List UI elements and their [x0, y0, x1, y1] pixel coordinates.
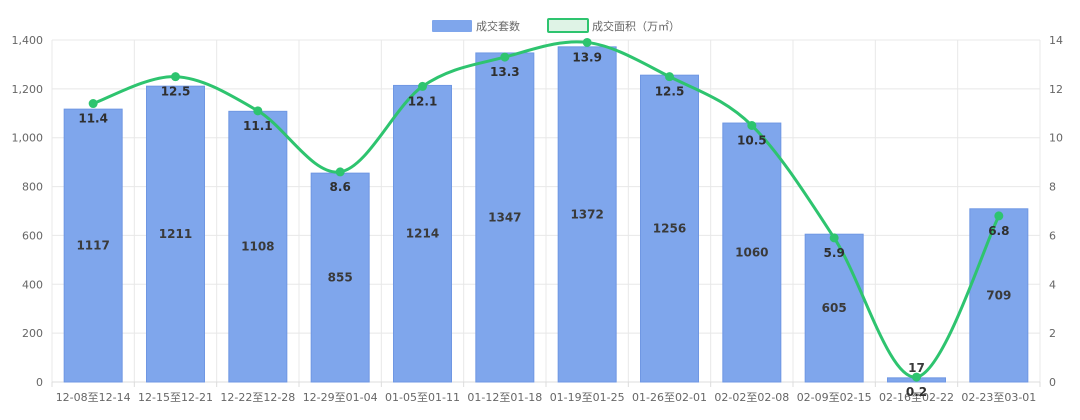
bar-value-label: 1256 — [653, 222, 686, 236]
line-point[interactable] — [994, 211, 1004, 221]
legend-bar-swatch[interactable] — [432, 20, 472, 32]
bar[interactable] — [557, 46, 617, 383]
right-y-tick-label: 4 — [1049, 278, 1056, 291]
x-tick-label: 01-19至01-25 — [550, 391, 625, 404]
line-point[interactable] — [582, 37, 592, 47]
bar[interactable] — [310, 172, 370, 383]
line-point[interactable] — [500, 52, 510, 62]
bar-value-label: 855 — [328, 271, 353, 285]
x-tick-label: 12-08至12-14 — [56, 391, 131, 404]
x-tick-label: 02-02至02-08 — [714, 391, 789, 404]
bar-value-label: 1214 — [406, 227, 439, 241]
bar-value-label: 1060 — [735, 246, 768, 260]
bar-series — [63, 46, 1029, 383]
left-y-tick-label: 1,400 — [12, 34, 44, 47]
line-point[interactable] — [665, 72, 674, 82]
legend-line-swatch[interactable] — [547, 18, 589, 33]
bar-value-labels: 1117 1211 1108 855 1214 1347 1372 1256 1060 605 17… — [76, 207, 1011, 374]
x-tick-label: 02-16至02-22 — [879, 391, 954, 404]
left-y-tick-label: 200 — [22, 327, 43, 340]
left-y-axis: 0 200 400 600 800 1,000 1,200 1,400 — [12, 34, 44, 389]
line-point[interactable] — [171, 72, 180, 82]
left-y-tick-label: 400 — [22, 278, 43, 291]
line-value-label: 12.5 — [655, 85, 685, 99]
line-series — [88, 37, 1004, 382]
right-y-tick-label: 10 — [1049, 132, 1063, 145]
legend-bar-label[interactable]: 成交套数 — [476, 19, 520, 33]
x-tick-label: 12-15至12-21 — [138, 391, 213, 404]
bar-value-label: 1211 — [159, 227, 192, 241]
line-value-label: 13.3 — [490, 65, 520, 79]
legend[interactable]: 成交套数 成交面积（万㎡） — [432, 18, 680, 33]
left-y-tick-label: 1,000 — [12, 132, 44, 145]
bar-value-label: 709 — [986, 288, 1011, 302]
bar[interactable] — [640, 74, 699, 383]
bar-value-label: 1372 — [570, 207, 603, 221]
line-value-label: 13.9 — [572, 50, 602, 64]
bar-value-label: 1117 — [76, 239, 109, 253]
line-value-label: 6.8 — [988, 224, 1009, 238]
line-point[interactable] — [829, 233, 839, 243]
bar-value-label: 1347 — [488, 210, 521, 224]
bar[interactable] — [804, 233, 864, 383]
line-value-label: 10.5 — [737, 134, 767, 148]
line-value-labels: 11.4 12.5 11.1 8.6 12.1 13.3 13.9 12.5 10.5 5.9 0.… — [78, 50, 1009, 399]
line-point[interactable] — [747, 121, 757, 130]
x-axis: 12-08至12-14 12-15至12-21 12-22至12-28 12-29至0… — [51, 381, 1041, 404]
bar-value-label: 17 — [908, 361, 925, 375]
bar[interactable] — [63, 108, 123, 383]
x-tick-label: 12-22至12-28 — [220, 391, 295, 404]
x-tick-label: 02-23至03-01 — [961, 391, 1036, 404]
line-value-label: 11.4 — [78, 112, 108, 126]
right-y-tick-label: 12 — [1049, 83, 1063, 96]
x-tick-label: 01-12至01-18 — [467, 391, 542, 404]
x-tick-label: 02-09至02-15 — [797, 391, 872, 404]
right-y-tick-label: 8 — [1049, 181, 1056, 194]
left-y-tick-label: 600 — [22, 229, 43, 242]
bar[interactable] — [393, 84, 452, 383]
right-y-tick-label: 2 — [1049, 327, 1056, 340]
bar[interactable] — [475, 52, 535, 383]
bar[interactable] — [969, 208, 1029, 383]
gridlines — [51, 39, 1041, 383]
left-y-tick-label: 0 — [36, 376, 43, 389]
line-value-label: 5.9 — [824, 246, 845, 260]
right-y-tick-label: 0 — [1049, 376, 1056, 389]
line-point[interactable] — [253, 106, 263, 116]
right-y-axis: 0 2 4 6 8 10 12 14 — [1049, 34, 1063, 389]
legend-line-label[interactable]: 成交面积（万㎡） — [592, 19, 680, 33]
bar[interactable] — [146, 85, 205, 383]
x-tick-label: 01-26至02-01 — [632, 391, 707, 404]
line-value-label: 11.1 — [243, 119, 273, 133]
bar-value-label: 605 — [822, 301, 847, 315]
line-value-label: 12.5 — [161, 85, 191, 99]
line-value-label: 8.6 — [330, 180, 351, 194]
right-y-tick-label: 14 — [1049, 34, 1063, 47]
line-point[interactable] — [335, 167, 345, 177]
bar-value-label: 1108 — [241, 240, 274, 254]
left-y-tick-label: 800 — [22, 181, 43, 194]
line-value-label: 0.2 — [906, 385, 927, 399]
left-y-tick-label: 1,200 — [12, 83, 44, 96]
bar[interactable] — [722, 122, 782, 383]
line-point[interactable] — [418, 81, 427, 91]
bar[interactable] — [228, 110, 288, 383]
line-value-label: 12.1 — [408, 94, 438, 108]
line-point[interactable] — [88, 99, 98, 109]
x-tick-label: 12-29至01-04 — [303, 391, 378, 404]
right-y-tick-label: 6 — [1049, 229, 1056, 242]
x-tick-label: 01-05至01-11 — [385, 391, 460, 404]
line-point[interactable] — [912, 372, 921, 382]
